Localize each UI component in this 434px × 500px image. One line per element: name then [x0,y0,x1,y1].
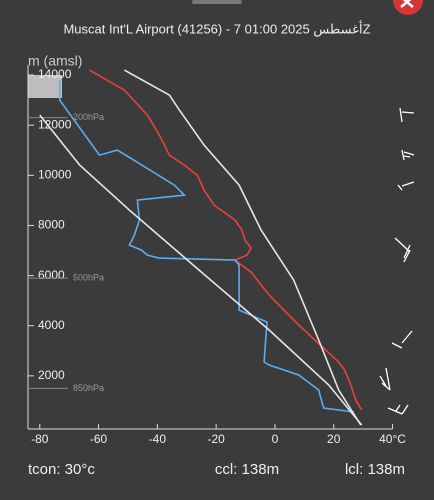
profile-line [124,69,362,426]
y-tick-label: 6000 [38,268,65,282]
x-tick-label: 20 [327,432,341,446]
pressure-label: 200hPa [73,112,104,122]
footer-stat: lcl: 138m [345,461,405,478]
y-tick-label: 2000 [38,368,65,382]
profile-line [39,114,363,426]
profile-line [89,69,363,411]
footer-stat: tcon: 30°c [28,461,95,478]
close-button[interactable] [393,0,423,15]
y-axis-label: m (amsl) [28,53,82,69]
footer-stat: ccl: 138m [215,461,279,478]
y-tick-label: 14000 [38,67,72,81]
x-tick-label: 40°C [379,432,406,446]
y-tick-label: 4000 [38,318,65,332]
wind-barbs [379,107,415,415]
y-tick-label: 12000 [38,117,72,131]
drag-handle[interactable] [192,0,242,4]
x-tick-label: -20 [207,432,225,446]
y-tick-label: 10000 [38,167,72,181]
y-tick-label: 8000 [38,218,65,232]
pressure-label: 850hPa [73,383,104,393]
x-tick-label: 0 [272,432,279,446]
cursor-box [28,75,62,98]
x-tick-label: -60 [90,432,108,446]
x-tick-label: -80 [31,432,49,446]
profile-line [58,80,354,413]
x-tick-label: -40 [149,432,167,446]
pressure-label: 500hPa [73,272,104,282]
chart-title: Muscat Int'L Airport (41256) - 7 أغسطس 2… [63,20,370,37]
